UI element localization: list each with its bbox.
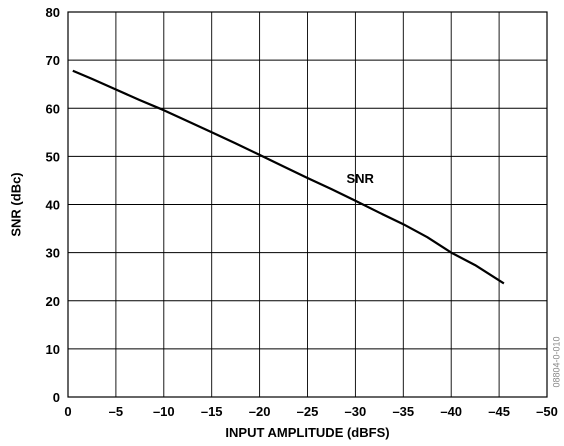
y-tick-label: 80 [46,5,60,20]
figure-id: 08804-0-010 [551,336,561,387]
y-tick-label: 30 [46,246,60,261]
series-annotation-snr: SNR [346,171,374,186]
plot-border [67,11,548,398]
x-axis-title: INPUT AMPLITUDE (dBFS) [225,425,389,440]
x-tick-label: –50 [536,404,558,419]
y-tick-label: 70 [46,53,60,68]
y-tick-labels: 0 10 20 30 40 50 60 70 80 [46,5,60,405]
x-tick-label: –30 [345,404,367,419]
y-tick-label: 60 [46,101,60,116]
grid [67,11,548,398]
y-axis-title: SNR (dBc) [8,172,23,236]
x-tick-label: –5 [109,404,123,419]
x-tick-label: –25 [297,404,319,419]
x-tick-label: –20 [249,404,271,419]
y-tick-label: 40 [46,198,60,213]
x-tick-labels: 0 –5 –10 –15 –20 –25 –30 –35 –40 –45 –50 [64,404,557,419]
series-line-snr [72,69,505,285]
y-tick-label: 0 [53,390,60,405]
y-tick-label: 20 [46,294,60,309]
x-tick-label: –10 [153,404,175,419]
y-tick-label: 10 [46,342,60,357]
x-tick-label: –35 [392,404,414,419]
y-tick-label: 50 [46,149,60,164]
x-tick-label: –45 [488,404,510,419]
x-tick-label: –15 [201,404,223,419]
x-tick-label: –40 [440,404,462,419]
x-tick-label: 0 [64,404,71,419]
